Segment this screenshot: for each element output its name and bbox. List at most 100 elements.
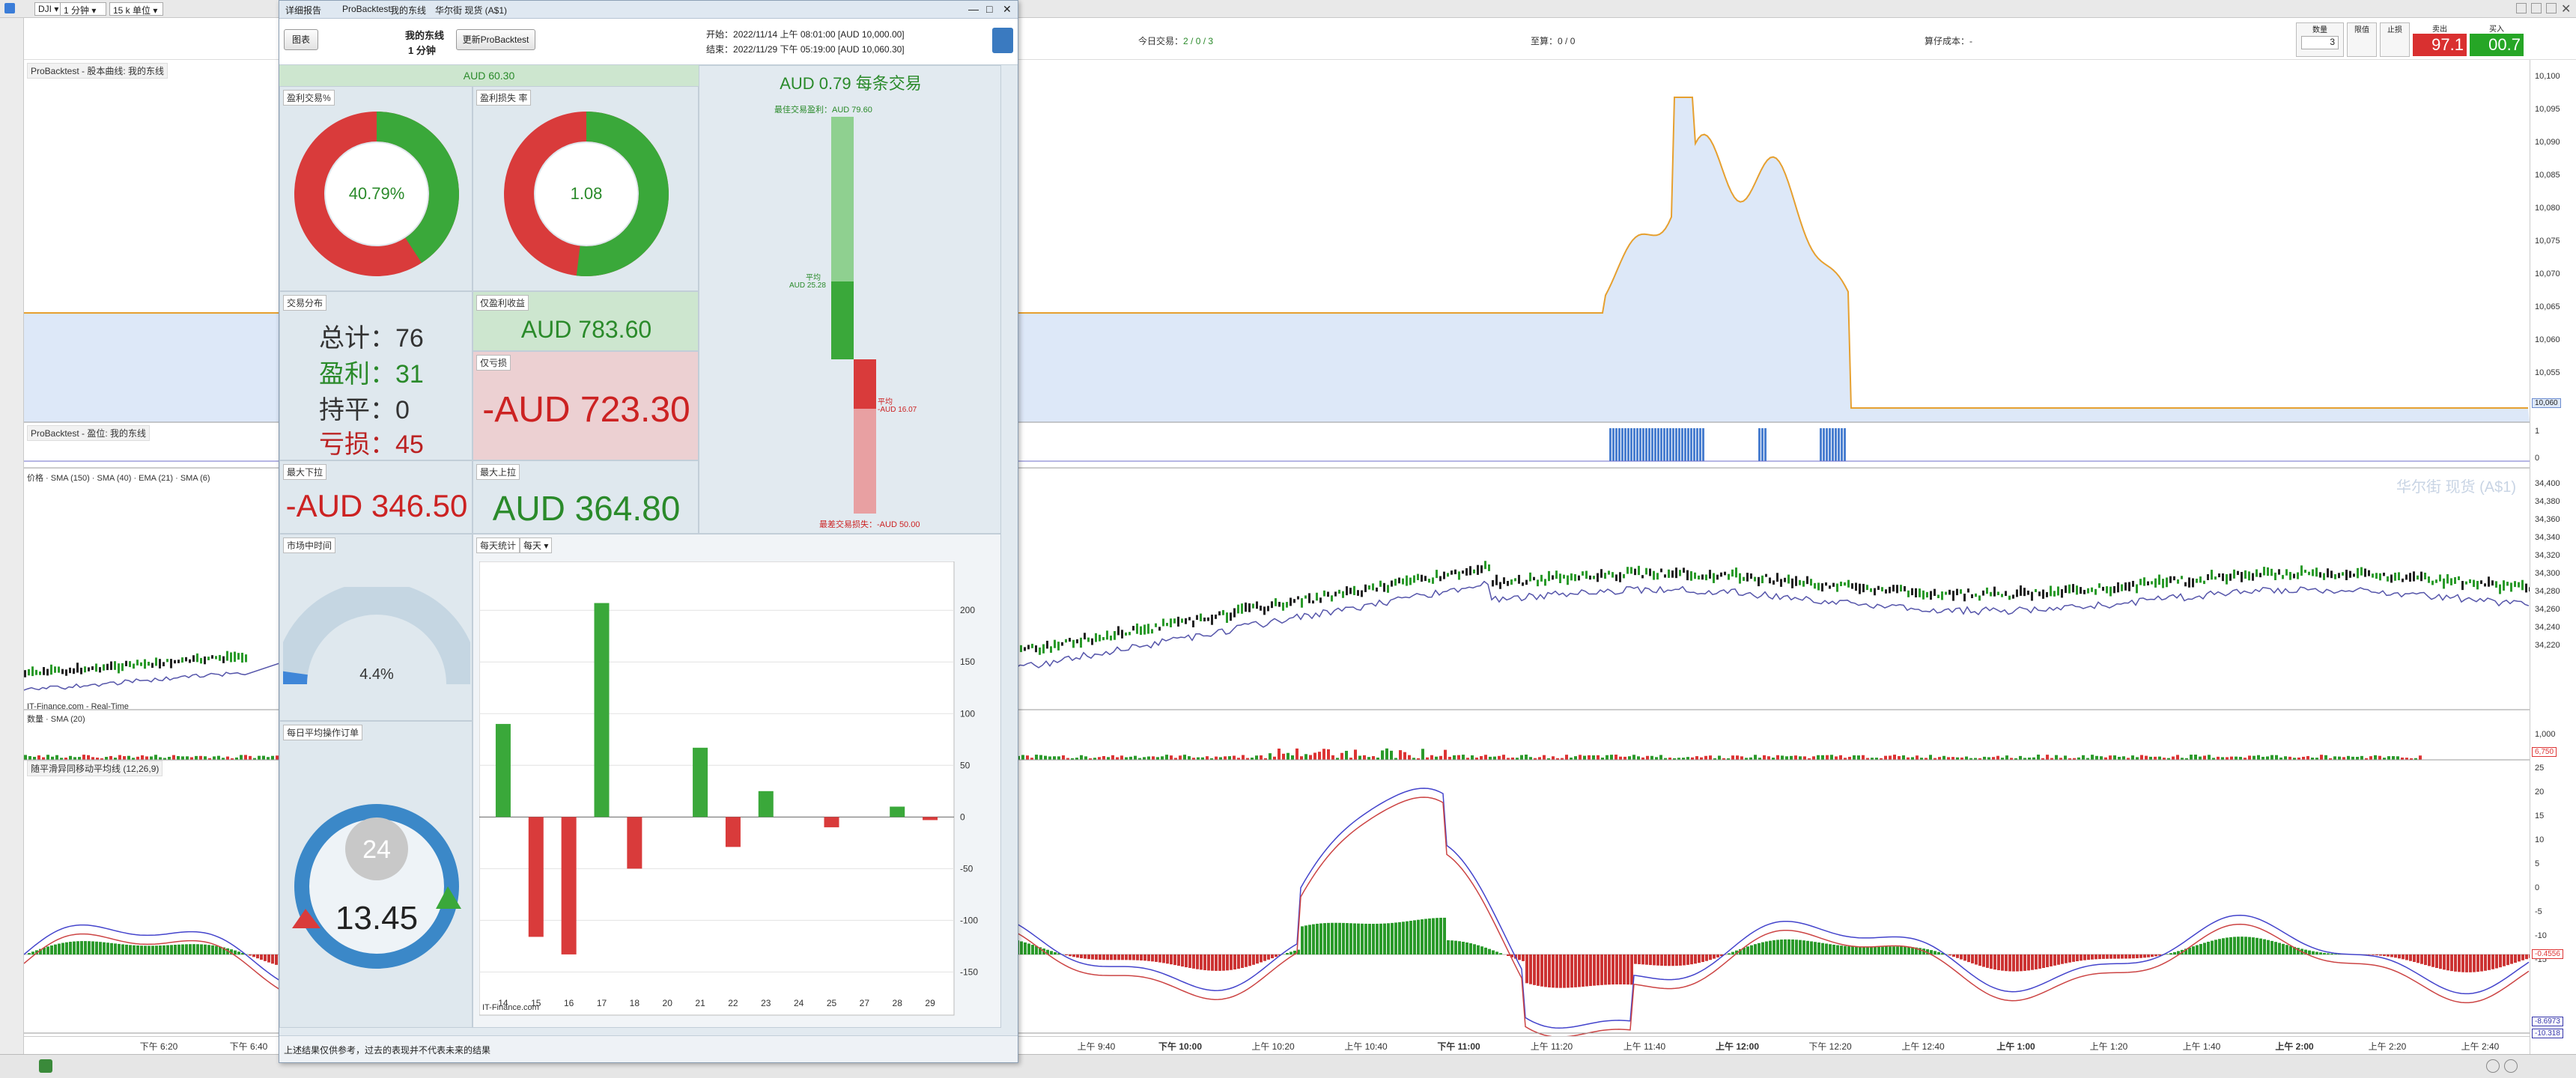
candle [1492,579,1494,587]
zoom-in-icon[interactable] [2504,1059,2518,1073]
legend-volume[interactable]: 数量 [27,715,43,724]
candle [1555,570,1558,579]
maximize-icon[interactable] [2546,3,2557,13]
candle [2390,574,2393,583]
window-close-icon[interactable]: ✕ [1003,3,1012,15]
per-trade-headline: AUD 0.79 每条交易 [780,74,922,93]
macd-bar [1421,919,1424,954]
volume-bar [276,755,279,760]
macd-bar [1896,946,1899,954]
macd-bar [2132,954,2135,959]
legend-sma6[interactable]: SMA (6) [180,474,210,483]
volume-bar [2185,758,2188,760]
volume-bar [1942,755,1945,760]
macd-bar [1728,953,1731,954]
report-tab-probacktest[interactable]: ProBacktest [342,4,391,14]
candle [1409,577,1412,585]
macd-bar [2091,954,2094,960]
volume-bar [1264,758,1267,760]
avg-win-bar [831,281,854,359]
legend-vol-sma[interactable]: SMA (20) [50,715,85,724]
position-bar [1624,428,1626,461]
candle [2162,579,2164,588]
volume-bar [2109,755,2112,760]
macd-bar [1185,954,1188,968]
macd-bar [1567,954,1570,988]
time-label: 上午 2:20 [2368,1041,2407,1052]
legend-ema21[interactable]: EMA (21) [139,474,174,483]
volume-bar [1453,755,1456,760]
buy-panel[interactable]: 买入 00.7 [2470,22,2524,57]
candle [1364,584,1367,592]
macd-bar [2390,954,2393,957]
candle [2491,580,2494,586]
x-tick-label: 22 [728,998,738,1008]
macd-bar [1941,953,1944,954]
macd-bar [2068,954,2071,963]
macd-bar [2038,954,2041,969]
candle [1630,567,1632,574]
macd-bar [1188,954,1191,968]
sell-price[interactable]: 97.1 [2413,34,2467,56]
window-maximize-icon[interactable]: □ [986,3,993,15]
price-axis[interactable]: 10,100 10,095 10,090 10,085 10,080 10,075 10,0… [2530,60,2576,1063]
report-tab-detail[interactable]: 详细报告 [285,5,322,16]
close-icon[interactable]: ✕ [2561,3,2572,16]
volume-bar [2037,755,2040,760]
candle [110,661,112,670]
macd-bar [1076,954,1079,958]
macd-bar [2196,945,2199,954]
candle [1155,623,1157,627]
macd-bar [1533,954,1536,985]
candle [2360,567,2363,576]
sell-panel[interactable]: 卖出 97.1 [2413,22,2467,57]
candle [1896,585,1898,594]
candle [1892,585,1895,592]
stop-box[interactable]: 限值 [2347,22,2377,57]
total-label: 总计： [319,324,395,353]
legend-price[interactable]: 价格 [27,474,43,483]
units-selector[interactable]: 15 k 单位 ▾ [109,2,163,16]
indicator-icon[interactable] [39,1059,52,1073]
macd-bar [2199,943,2202,954]
legend-sma40[interactable]: SMA (40) [97,474,132,483]
quantity-box[interactable]: 数量 3 [2296,22,2344,57]
y-tick-label: 100 [960,708,975,719]
candle [1765,573,1767,577]
candle [1319,597,1322,603]
candle [1683,567,1685,573]
volume-bar [1983,756,1986,760]
volume-bar [1659,755,1662,760]
buy-price[interactable]: 00.7 [2470,34,2524,56]
macd-bar [1799,940,1802,954]
volume-bar [1435,756,1438,760]
candle [2136,584,2138,594]
macd-bar [1488,948,1491,954]
limit-box[interactable]: 止损 [2380,22,2410,57]
candle [2480,580,2482,585]
candle [2005,591,2007,597]
macd-bar [2461,954,2464,972]
chart-button[interactable]: 图表 [284,29,318,50]
macd-bar [1151,954,1154,962]
volume-bar [1606,755,1609,760]
minimize-icon[interactable] [2531,3,2542,13]
legend-sma150[interactable]: SMA (150) [50,474,90,483]
candle [155,657,157,666]
timeframe-selector[interactable]: 1 分钟 ▾ [60,2,106,16]
macd-bar [151,945,154,954]
volume-bar [145,756,148,760]
window-minimize-icon[interactable]: — [968,3,979,15]
report-tab-system[interactable]: 我的东线 [390,5,427,16]
candle [2203,580,2205,585]
zoom-out-icon[interactable] [2486,1059,2500,1073]
macd-bar [1304,925,1307,954]
report-tab-instrument[interactable]: 华尔街 现货 (A$1) [435,5,508,16]
update-probacktest-button[interactable]: 更新ProBacktest [456,29,535,50]
volume-bar [2387,756,2390,760]
quantity-input[interactable]: 3 [2301,36,2339,49]
volume-bar [2410,758,2413,760]
daily-period-select[interactable]: 每天 ▾ [520,538,553,553]
macd-bar [1035,945,1038,954]
refresh-icon[interactable] [2516,3,2527,13]
